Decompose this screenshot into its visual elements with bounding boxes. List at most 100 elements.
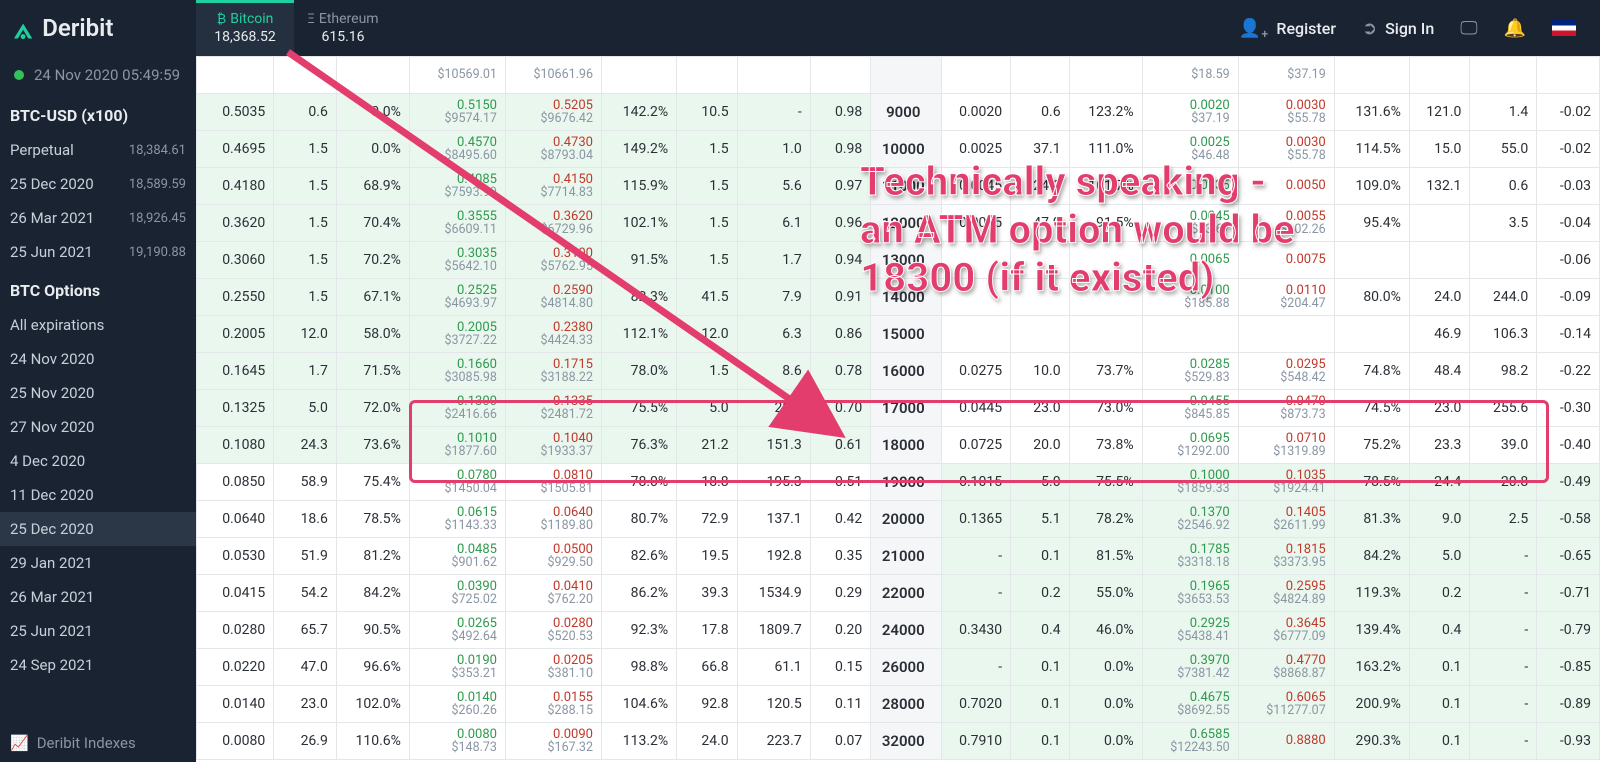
grid-cell[interactable]: -0.06 xyxy=(1537,242,1600,279)
grid-cell[interactable]: 1.5 xyxy=(274,168,337,205)
grid-cell[interactable]: 0.2 xyxy=(1409,575,1470,612)
grid-cell[interactable]: 0.6 xyxy=(274,94,337,131)
grid-cell[interactable]: 0.1370$2546.92 xyxy=(1142,501,1238,538)
grid-cell[interactable]: 0.0155$288.15 xyxy=(505,686,601,723)
grid-cell[interactable]: 113.2% xyxy=(601,723,676,760)
sidebar-item-future[interactable]: 26 Mar 202118,926.45 xyxy=(0,201,196,235)
ticker-eth[interactable]: ΞEthereum 615.16 xyxy=(294,0,392,56)
grid-cell[interactable]: -0.04 xyxy=(1537,205,1600,242)
grid-cell[interactable]: 24.4 xyxy=(1409,464,1470,501)
grid-cell[interactable]: 0.6585$12243.50 xyxy=(1142,723,1238,760)
grid-cell[interactable]: 0.0485$901.62 xyxy=(409,538,505,575)
grid-cell[interactable]: 67.1% xyxy=(336,279,409,316)
grid-cell[interactable]: 0.3035$5642.10 xyxy=(409,242,505,279)
grid-cell[interactable]: 73.8% xyxy=(1069,427,1142,464)
grid-cell[interactable]: 0.0470$873.73 xyxy=(1238,390,1334,427)
grid-cell[interactable]: 0.35 xyxy=(810,538,871,575)
grid-cell[interactable]: 0.3100$5762.95 xyxy=(505,242,601,279)
grid-cell[interactable]: 0.7020 xyxy=(942,686,1011,723)
grid-cell[interactable]: 0.2925$5438.41 xyxy=(1142,612,1238,649)
grid-cell[interactable]: 0.1715$3188.22 xyxy=(505,353,601,390)
grid-cell[interactable]: 0.42 xyxy=(810,501,871,538)
grid-cell[interactable]: 81.5% xyxy=(1069,538,1142,575)
grid-cell[interactable]: 91.5% xyxy=(1069,205,1142,242)
grid-cell[interactable]: 7.9 xyxy=(737,279,810,316)
grid-cell[interactable]: - xyxy=(1470,538,1537,575)
grid-cell[interactable]: 0.4150$7714.83 xyxy=(505,168,601,205)
grid-cell[interactable]: $18.59 xyxy=(1142,57,1238,94)
grid-cell[interactable]: 80.0% xyxy=(1334,279,1409,316)
grid-cell[interactable] xyxy=(1470,57,1537,94)
grid-cell[interactable]: 244.0 xyxy=(1470,279,1537,316)
grid-cell[interactable]: - xyxy=(942,575,1011,612)
sidebar-item-expiry[interactable]: All expirations xyxy=(0,308,196,342)
grid-cell[interactable]: 0.0% xyxy=(336,94,409,131)
grid-cell[interactable]: - xyxy=(942,538,1011,575)
strike-cell[interactable]: 10000 xyxy=(871,131,942,168)
grid-cell[interactable]: $10569.01 xyxy=(409,57,505,94)
grid-cell[interactable]: 0.0050 xyxy=(1238,168,1334,205)
sidebar-item-expiry[interactable]: 26 Mar 2021 xyxy=(0,580,196,614)
sidebar-item-expiry[interactable]: 25 Nov 2020 xyxy=(0,376,196,410)
grid-cell[interactable]: - xyxy=(1470,575,1537,612)
grid-cell[interactable]: 78.5% xyxy=(1334,464,1409,501)
grid-cell[interactable]: 0.0030$55.78 xyxy=(1238,131,1334,168)
grid-cell[interactable]: 0.0280$520.53 xyxy=(505,612,601,649)
grid-cell[interactable]: 1.7 xyxy=(274,353,337,390)
grid-cell[interactable]: $10661.96 xyxy=(505,57,601,94)
grid-cell[interactable]: 119.3% xyxy=(1334,575,1409,612)
grid-cell[interactable]: 0.1010$1877.60 xyxy=(409,427,505,464)
grid-cell[interactable]: 0.0615$1143.33 xyxy=(409,501,505,538)
grid-cell[interactable]: 10.5 xyxy=(677,94,738,131)
grid-cell[interactable]: 0.4770$8868.87 xyxy=(1238,649,1334,686)
grid-cell[interactable]: 0.0205$381.10 xyxy=(505,649,601,686)
grid-cell[interactable]: 51.9 xyxy=(274,538,337,575)
grid-cell[interactable]: 102.1% xyxy=(601,205,676,242)
grid-cell[interactable]: 0.20 xyxy=(810,612,871,649)
monitor-icon[interactable]: 🖵 xyxy=(1460,18,1477,39)
grid-cell[interactable]: 0.0100$185.88 xyxy=(1142,279,1238,316)
grid-cell[interactable]: 0.1 xyxy=(1409,723,1470,760)
grid-cell[interactable]: 19.5 xyxy=(677,538,738,575)
strike-cell[interactable] xyxy=(871,57,942,94)
grid-cell[interactable]: 20.0 xyxy=(1011,427,1069,464)
grid-cell[interactable] xyxy=(1011,242,1069,279)
grid-cell[interactable]: 3.5 xyxy=(1470,205,1537,242)
grid-cell[interactable]: 0.0030$55.78 xyxy=(1238,94,1334,131)
grid-cell[interactable]: $37.19 xyxy=(1238,57,1334,94)
sidebar-item-future[interactable]: 25 Jun 202119,190.88 xyxy=(0,235,196,269)
grid-cell[interactable]: 1809.7 xyxy=(737,612,810,649)
grid-cell[interactable]: 74.8% xyxy=(1334,353,1409,390)
grid-cell[interactable]: 0.3555$6609.11 xyxy=(409,205,505,242)
grid-cell[interactable]: 75.4% xyxy=(336,464,409,501)
grid-cell[interactable]: 0.1 xyxy=(1409,649,1470,686)
grid-cell[interactable]: 91.5% xyxy=(601,242,676,279)
signin-button[interactable]: ➲Sign In xyxy=(1362,18,1434,39)
grid-cell[interactable]: 0.0850 xyxy=(197,464,274,501)
grid-cell[interactable] xyxy=(1238,316,1334,353)
grid-cell[interactable]: 24.3 xyxy=(274,427,337,464)
grid-cell[interactable]: 0.3430 xyxy=(942,612,1011,649)
grid-cell[interactable]: 37.1 xyxy=(1011,131,1069,168)
grid-cell[interactable]: 0.1300$2416.66 xyxy=(409,390,505,427)
grid-cell[interactable]: 0.5035 xyxy=(197,94,274,131)
grid-cell[interactable]: 75.5% xyxy=(1069,464,1142,501)
grid-cell[interactable]: 0.3645$6777.09 xyxy=(1238,612,1334,649)
grid-cell[interactable]: 0.0% xyxy=(1069,649,1142,686)
grid-cell[interactable]: 5.0 xyxy=(274,390,337,427)
grid-cell[interactable]: -0.30 xyxy=(1537,390,1600,427)
grid-cell[interactable]: 0.1660$3085.98 xyxy=(409,353,505,390)
grid-cell[interactable]: 17.8 xyxy=(677,612,738,649)
grid-cell[interactable]: - xyxy=(1470,723,1537,760)
grid-cell[interactable] xyxy=(197,57,274,94)
grid-cell[interactable]: 24.0 xyxy=(677,723,738,760)
strike-cell[interactable]: 18000 xyxy=(871,427,942,464)
grid-cell[interactable]: 75.2% xyxy=(1334,427,1409,464)
grid-cell[interactable]: 78.0% xyxy=(601,464,676,501)
grid-cell[interactable]: 84.2% xyxy=(336,575,409,612)
grid-cell[interactable]: - xyxy=(1470,612,1537,649)
grid-cell[interactable]: 123.2% xyxy=(1069,94,1142,131)
grid-cell[interactable]: 21.2 xyxy=(677,427,738,464)
grid-cell[interactable]: -0.58 xyxy=(1537,501,1600,538)
grid-cell[interactable]: 78.5% xyxy=(336,501,409,538)
